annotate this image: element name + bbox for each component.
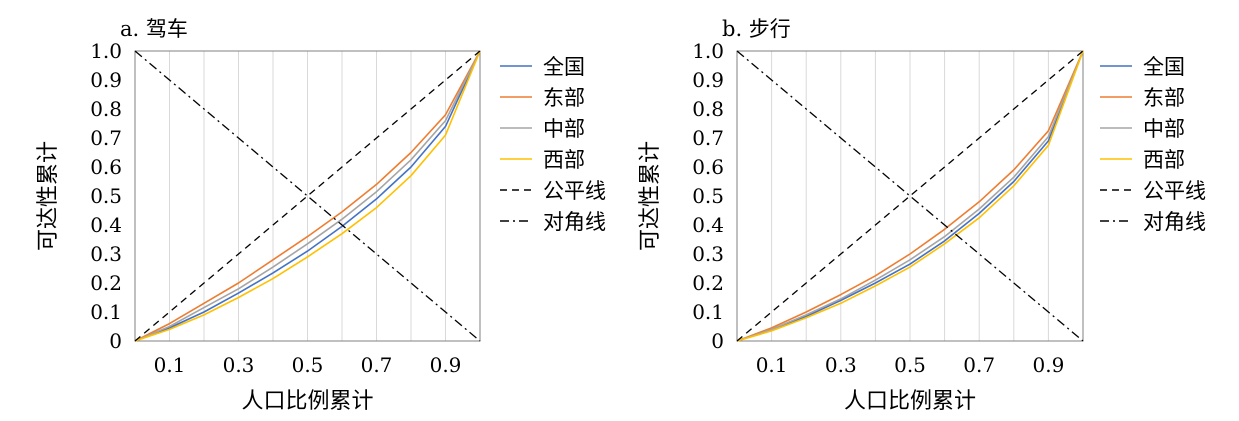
legend-label: 西部 bbox=[1143, 148, 1185, 172]
panel-title: b. 步行 bbox=[722, 17, 791, 41]
y-tick-label: 0.5 bbox=[90, 184, 122, 208]
plot-area bbox=[134, 50, 481, 342]
legend-label: 公平线 bbox=[543, 179, 606, 203]
series-line-4 bbox=[736, 50, 1084, 342]
series-line-1 bbox=[134, 50, 481, 342]
y-tick-label: 0.4 bbox=[90, 213, 122, 237]
y-tick-label: 0.1 bbox=[90, 300, 122, 324]
y-tick-label: 0.9 bbox=[692, 68, 724, 92]
y-tick-label: 0.6 bbox=[90, 155, 122, 179]
x-tick-label: 0.9 bbox=[1032, 353, 1064, 377]
x-tick-label: 0.5 bbox=[292, 353, 324, 377]
y-tick-label: 1.0 bbox=[90, 39, 122, 63]
y-tick-label: 0.5 bbox=[692, 184, 724, 208]
y-tick-label: 0.8 bbox=[692, 97, 724, 121]
y-tick-label: 0.8 bbox=[90, 97, 122, 121]
legend-label: 东部 bbox=[543, 86, 585, 110]
series-line-0 bbox=[134, 50, 481, 342]
chart-panel-b: 0 0.1 0.2 0.3 0.4 0.5 0.6 0.7 0.8 0.9 1.0 0.1 0.3 0.5… bbox=[638, 17, 1206, 414]
x-tick-label: 0.7 bbox=[361, 353, 393, 377]
series-line-3 bbox=[736, 50, 1084, 342]
y-axis-title: 可达性累计 bbox=[36, 141, 61, 251]
x-tick-label: 0.3 bbox=[825, 353, 857, 377]
series-line-1 bbox=[736, 50, 1084, 342]
legend-label: 东部 bbox=[1143, 86, 1185, 110]
legend-label: 全国 bbox=[543, 55, 585, 79]
legend-label: 对角线 bbox=[543, 210, 606, 234]
legend-label: 公平线 bbox=[1143, 179, 1206, 203]
y-tick-label: 0.7 bbox=[692, 126, 724, 150]
y-tick-label: 0.6 bbox=[692, 155, 724, 179]
y-tick-label: 0.3 bbox=[90, 242, 122, 266]
x-tick-label: 0.9 bbox=[430, 353, 462, 377]
y-tick-label: 0.7 bbox=[90, 126, 122, 150]
x-axis-title: 人口比例累计 bbox=[241, 389, 373, 414]
legend-label: 全国 bbox=[1143, 55, 1185, 79]
x-axis-title: 人口比例累计 bbox=[844, 389, 976, 414]
x-tick-label: 0.1 bbox=[756, 353, 788, 377]
plot-area bbox=[736, 50, 1084, 342]
y-tick-label: 0.1 bbox=[692, 300, 724, 324]
y-tick-label: 0 bbox=[109, 329, 122, 353]
x-tick-label: 0.5 bbox=[894, 353, 926, 377]
chart-panel-a: 0 0.1 0.2 0.3 0.4 0.5 0.6 0.7 0.8 0.9 1.0 0.1 0.3 0.5… bbox=[36, 17, 606, 414]
y-tick-label: 0.4 bbox=[692, 213, 724, 237]
series-line-3 bbox=[134, 50, 481, 342]
legend-label: 西部 bbox=[543, 148, 585, 172]
y-axis-title: 可达性累计 bbox=[638, 141, 663, 251]
x-tick-label: 0.1 bbox=[154, 353, 186, 377]
y-tick-label: 0.2 bbox=[692, 271, 724, 295]
y-tick-label: 0.2 bbox=[90, 271, 122, 295]
series-line-4 bbox=[134, 50, 481, 342]
series-line-0 bbox=[736, 50, 1084, 342]
series-line-2 bbox=[736, 50, 1084, 342]
y-tick-label: 0.9 bbox=[90, 68, 122, 92]
series-line-2 bbox=[134, 50, 481, 342]
x-tick-label: 0.7 bbox=[963, 353, 995, 377]
y-tick-label: 1.0 bbox=[692, 39, 724, 63]
legend-label: 中部 bbox=[1143, 117, 1185, 141]
y-tick-label: 0 bbox=[711, 329, 724, 353]
panel-title: a. 驾车 bbox=[120, 17, 188, 41]
x-tick-label: 0.3 bbox=[223, 353, 255, 377]
y-tick-label: 0.3 bbox=[692, 242, 724, 266]
series-line-5 bbox=[134, 50, 481, 342]
legend-label: 对角线 bbox=[1143, 210, 1206, 234]
legend-label: 中部 bbox=[543, 117, 585, 141]
